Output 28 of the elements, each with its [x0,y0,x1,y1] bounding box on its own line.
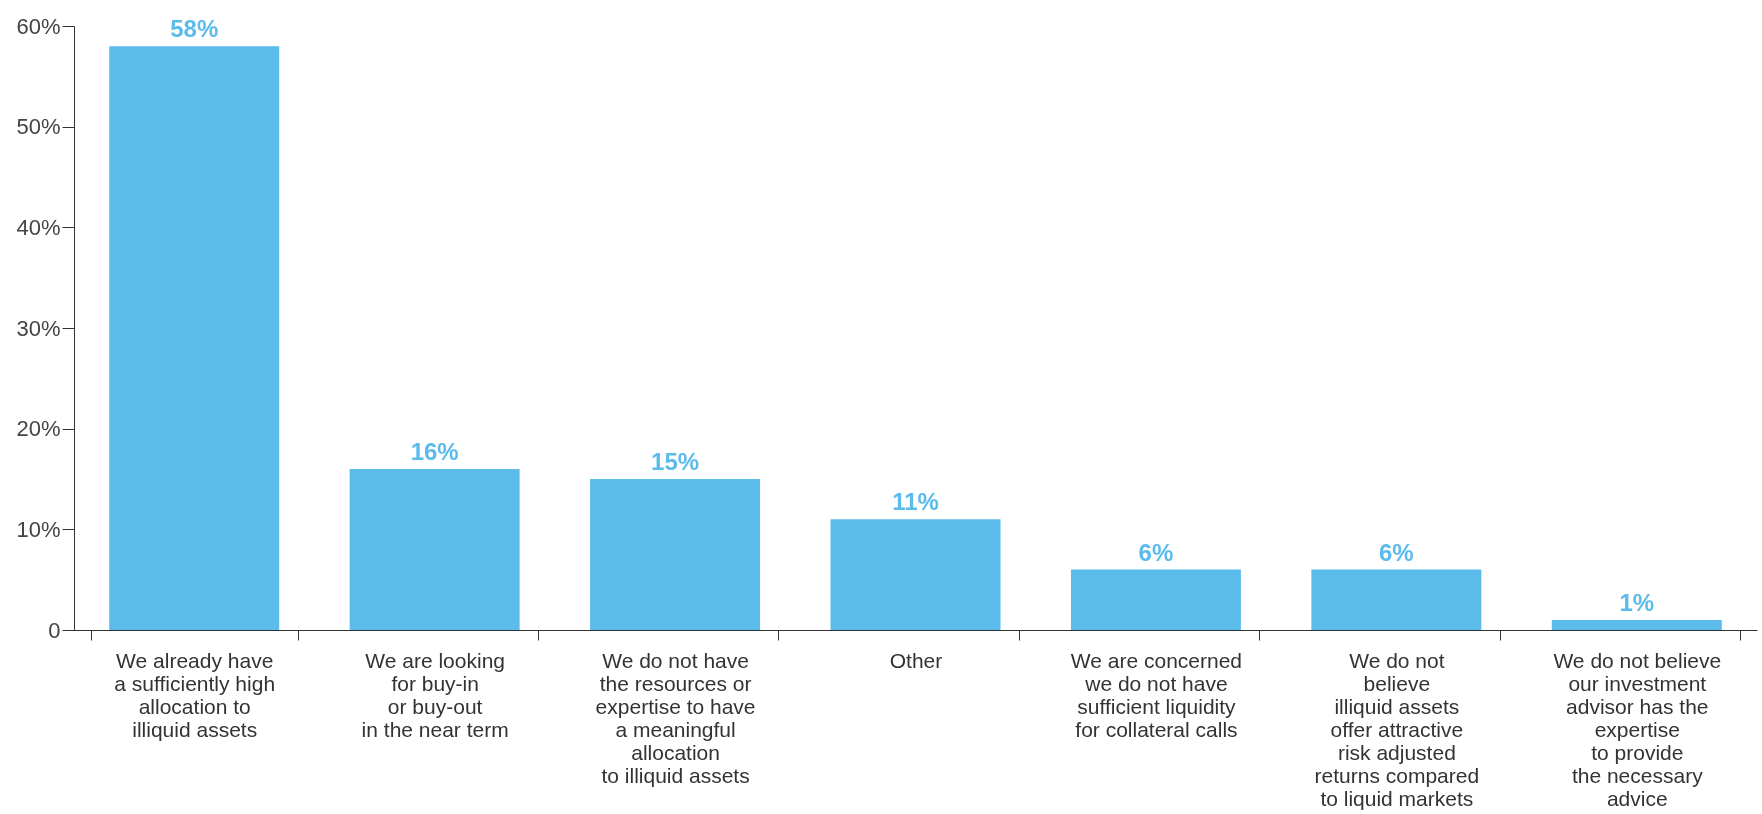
bar [830,519,1001,630]
data-label: 58% [170,15,219,43]
data-label: 1% [1619,588,1655,616]
data-label: 16% [410,437,459,465]
y-tick-label: 40% [16,214,61,240]
x-tick-label: We already have a sufficiently high allocation to illiquid assets [114,648,276,741]
y-tick-label: 10% [16,516,61,542]
data-label: 6% [1379,538,1414,566]
x-tick-label: We are looking for buy-in or buy-out in the near term [361,648,509,741]
x-tick-label: We are concerned we do not have sufficient liquidity for collateral calls [1070,648,1243,741]
y-tick-label: 20% [16,416,61,442]
x-tick-label: Other [889,648,943,672]
data-label: 15% [651,448,700,475]
y-tick-label: 50% [16,114,61,140]
y-tick-label: 60% [16,13,61,39]
data-label: 6% [1138,538,1174,566]
bar [590,479,761,630]
y-tick-label: 30% [16,315,61,341]
bar [1070,569,1241,630]
bar [1311,569,1482,630]
x-tick-label: We do not believe our investment advisor has the expertise to provide the necessary advice [1553,648,1722,810]
x-tick-label: We do not have the resources or expertise to have a meaningful allocation to illiquid assets [595,648,756,787]
bar [109,46,280,630]
bar [349,468,520,630]
data-label: 11% [892,488,939,516]
y-tick-label: 0 [48,617,61,643]
x-tick-label: We do not believe illiquid assets offer attractive risk adjusted returns compared to liquid markets [1314,648,1480,810]
bar [1551,619,1722,630]
